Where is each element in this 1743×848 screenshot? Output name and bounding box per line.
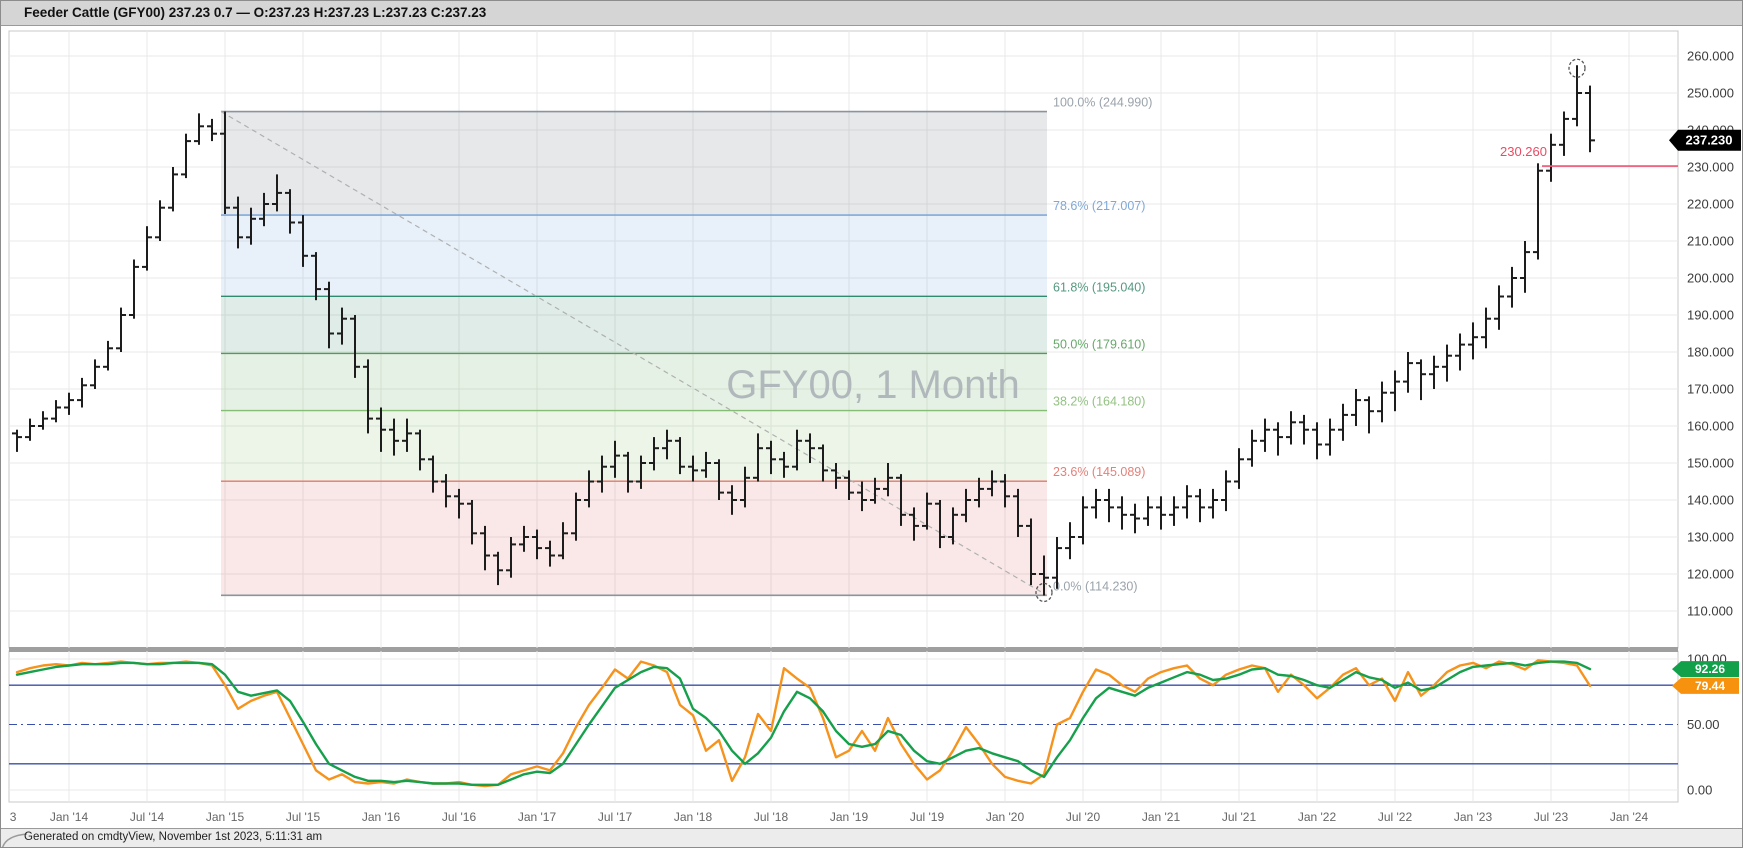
x-axis-label: Jul '19 xyxy=(910,810,945,824)
stoch-green-badge xyxy=(1672,661,1739,678)
x-axis-label: Jan '17 xyxy=(518,810,557,824)
x-axis-label: Jan '24 xyxy=(1610,810,1649,824)
x-axis-label: 3 xyxy=(10,810,17,824)
watermark: GFY00, 1 Month xyxy=(726,363,1019,407)
last-price-badge-text: 237.230 xyxy=(1686,133,1733,148)
x-axis-label: Jan '21 xyxy=(1142,810,1181,824)
indicator-tick-label: 0.00 xyxy=(1687,783,1712,798)
x-axis-label: Jan '22 xyxy=(1298,810,1337,824)
stoch-orange-badge xyxy=(1672,677,1739,694)
stoch-green-badge-text: 92.26 xyxy=(1695,662,1725,676)
price-tick-label: 160.000 xyxy=(1687,419,1734,434)
ohlc-series xyxy=(12,65,1595,596)
chart-title-bar: Feeder Cattle (GFY00) 237.23 0.7 — O:237… xyxy=(1,1,1742,26)
axis-labels: 260.000250.000240.000230.000220.000210.0… xyxy=(10,49,1734,825)
last-price-badge xyxy=(1669,129,1741,151)
fib-retracement[interactable]: 100.0% (244.990) 78.6% (217.007) 61.8% (19… xyxy=(221,96,1152,597)
grid xyxy=(9,31,1678,802)
x-axis-label: Jul '16 xyxy=(442,810,477,824)
x-axis-label: Jul '18 xyxy=(754,810,789,824)
x-axis-label: Jan '18 xyxy=(674,810,713,824)
fib-label: 100.0% (244.990) xyxy=(1053,96,1152,110)
fib-label: 61.8% (195.040) xyxy=(1053,280,1145,294)
fib-label: 23.6% (145.089) xyxy=(1053,465,1145,479)
x-axis-label: Jul '21 xyxy=(1222,810,1257,824)
watermark-text: GFY00, 1 Month xyxy=(726,363,1019,407)
price-tick-label: 230.000 xyxy=(1687,160,1734,175)
x-axis-label: Jan '19 xyxy=(830,810,869,824)
stochastic-series xyxy=(9,659,1678,788)
footer-logo-curve xyxy=(1,833,27,847)
panes xyxy=(8,30,1679,803)
swing-annotations xyxy=(1035,58,1586,603)
x-axis-label: Jan '15 xyxy=(206,810,245,824)
fib-zone xyxy=(221,410,1047,482)
price-tick-label: 210.000 xyxy=(1687,234,1734,249)
price-tick-label: 110.000 xyxy=(1687,604,1733,619)
badges: 237.230 92.26 79.44 xyxy=(1669,129,1741,694)
fib-label: 78.6% (217.007) xyxy=(1053,199,1145,213)
trendline[interactable] xyxy=(220,111,1048,596)
fib-label: 0.0% (114.230) xyxy=(1053,579,1138,593)
x-axis-label: Jan '16 xyxy=(362,810,401,824)
x-axis-label: Jul '23 xyxy=(1534,810,1569,824)
chart-canvas[interactable]: 100.0% (244.990) 78.6% (217.007) 61.8% (19… xyxy=(1,26,1743,828)
price-tick-label: 250.000 xyxy=(1687,86,1734,101)
x-axis-label: Jan '23 xyxy=(1454,810,1493,824)
fib-label: 50.0% (179.610) xyxy=(1053,337,1145,351)
stoch-orange-badge-text: 79.44 xyxy=(1695,679,1725,693)
generated-timestamp: Generated on cmdtyView, November 1st 202… xyxy=(24,831,323,843)
price-tick-label: 180.000 xyxy=(1687,345,1734,360)
price-tick-label: 220.000 xyxy=(1687,197,1734,212)
price-tick-label: 190.000 xyxy=(1687,308,1734,323)
x-axis-label: Jul '17 xyxy=(598,810,633,824)
x-axis-label: Jul '14 xyxy=(130,810,165,824)
fib-zone xyxy=(221,481,1047,596)
indicator-tick-label: 50.00 xyxy=(1687,717,1720,732)
x-axis-label: Jul '22 xyxy=(1378,810,1413,824)
fib-zone xyxy=(221,111,1047,216)
alert-line[interactable]: 230.260 xyxy=(1500,144,1678,167)
x-axis-label: Jul '20 xyxy=(1066,810,1101,824)
fib-diagonal[interactable] xyxy=(220,111,1048,596)
x-axis-label: Jan '20 xyxy=(986,810,1025,824)
footer-bar: Generated on cmdtyView, November 1st 202… xyxy=(1,828,1742,847)
fib-zone xyxy=(221,215,1047,297)
swing-ellipse[interactable] xyxy=(1035,582,1053,603)
alert-line-label: 230.260 xyxy=(1500,144,1547,159)
price-tick-label: 130.000 xyxy=(1687,530,1734,545)
x-axis-label: Jul '15 xyxy=(286,810,321,824)
price-tick-label: 140.000 xyxy=(1687,493,1734,508)
fib-label: 38.2% (164.180) xyxy=(1053,395,1145,409)
fib-zone xyxy=(221,296,1047,354)
price-tick-label: 260.000 xyxy=(1687,49,1734,64)
price-tick-label: 150.000 xyxy=(1687,456,1734,471)
price-tick-label: 200.000 xyxy=(1687,271,1734,286)
price-tick-label: 170.000 xyxy=(1687,382,1734,397)
fib-zone xyxy=(221,353,1047,411)
instrument-summary: Feeder Cattle (GFY00) 237.23 0.7 — O:237… xyxy=(24,5,487,20)
x-axis-label: Jan '14 xyxy=(50,810,89,824)
price-tick-label: 120.000 xyxy=(1687,567,1734,582)
swing-ellipse[interactable] xyxy=(1568,58,1586,78)
